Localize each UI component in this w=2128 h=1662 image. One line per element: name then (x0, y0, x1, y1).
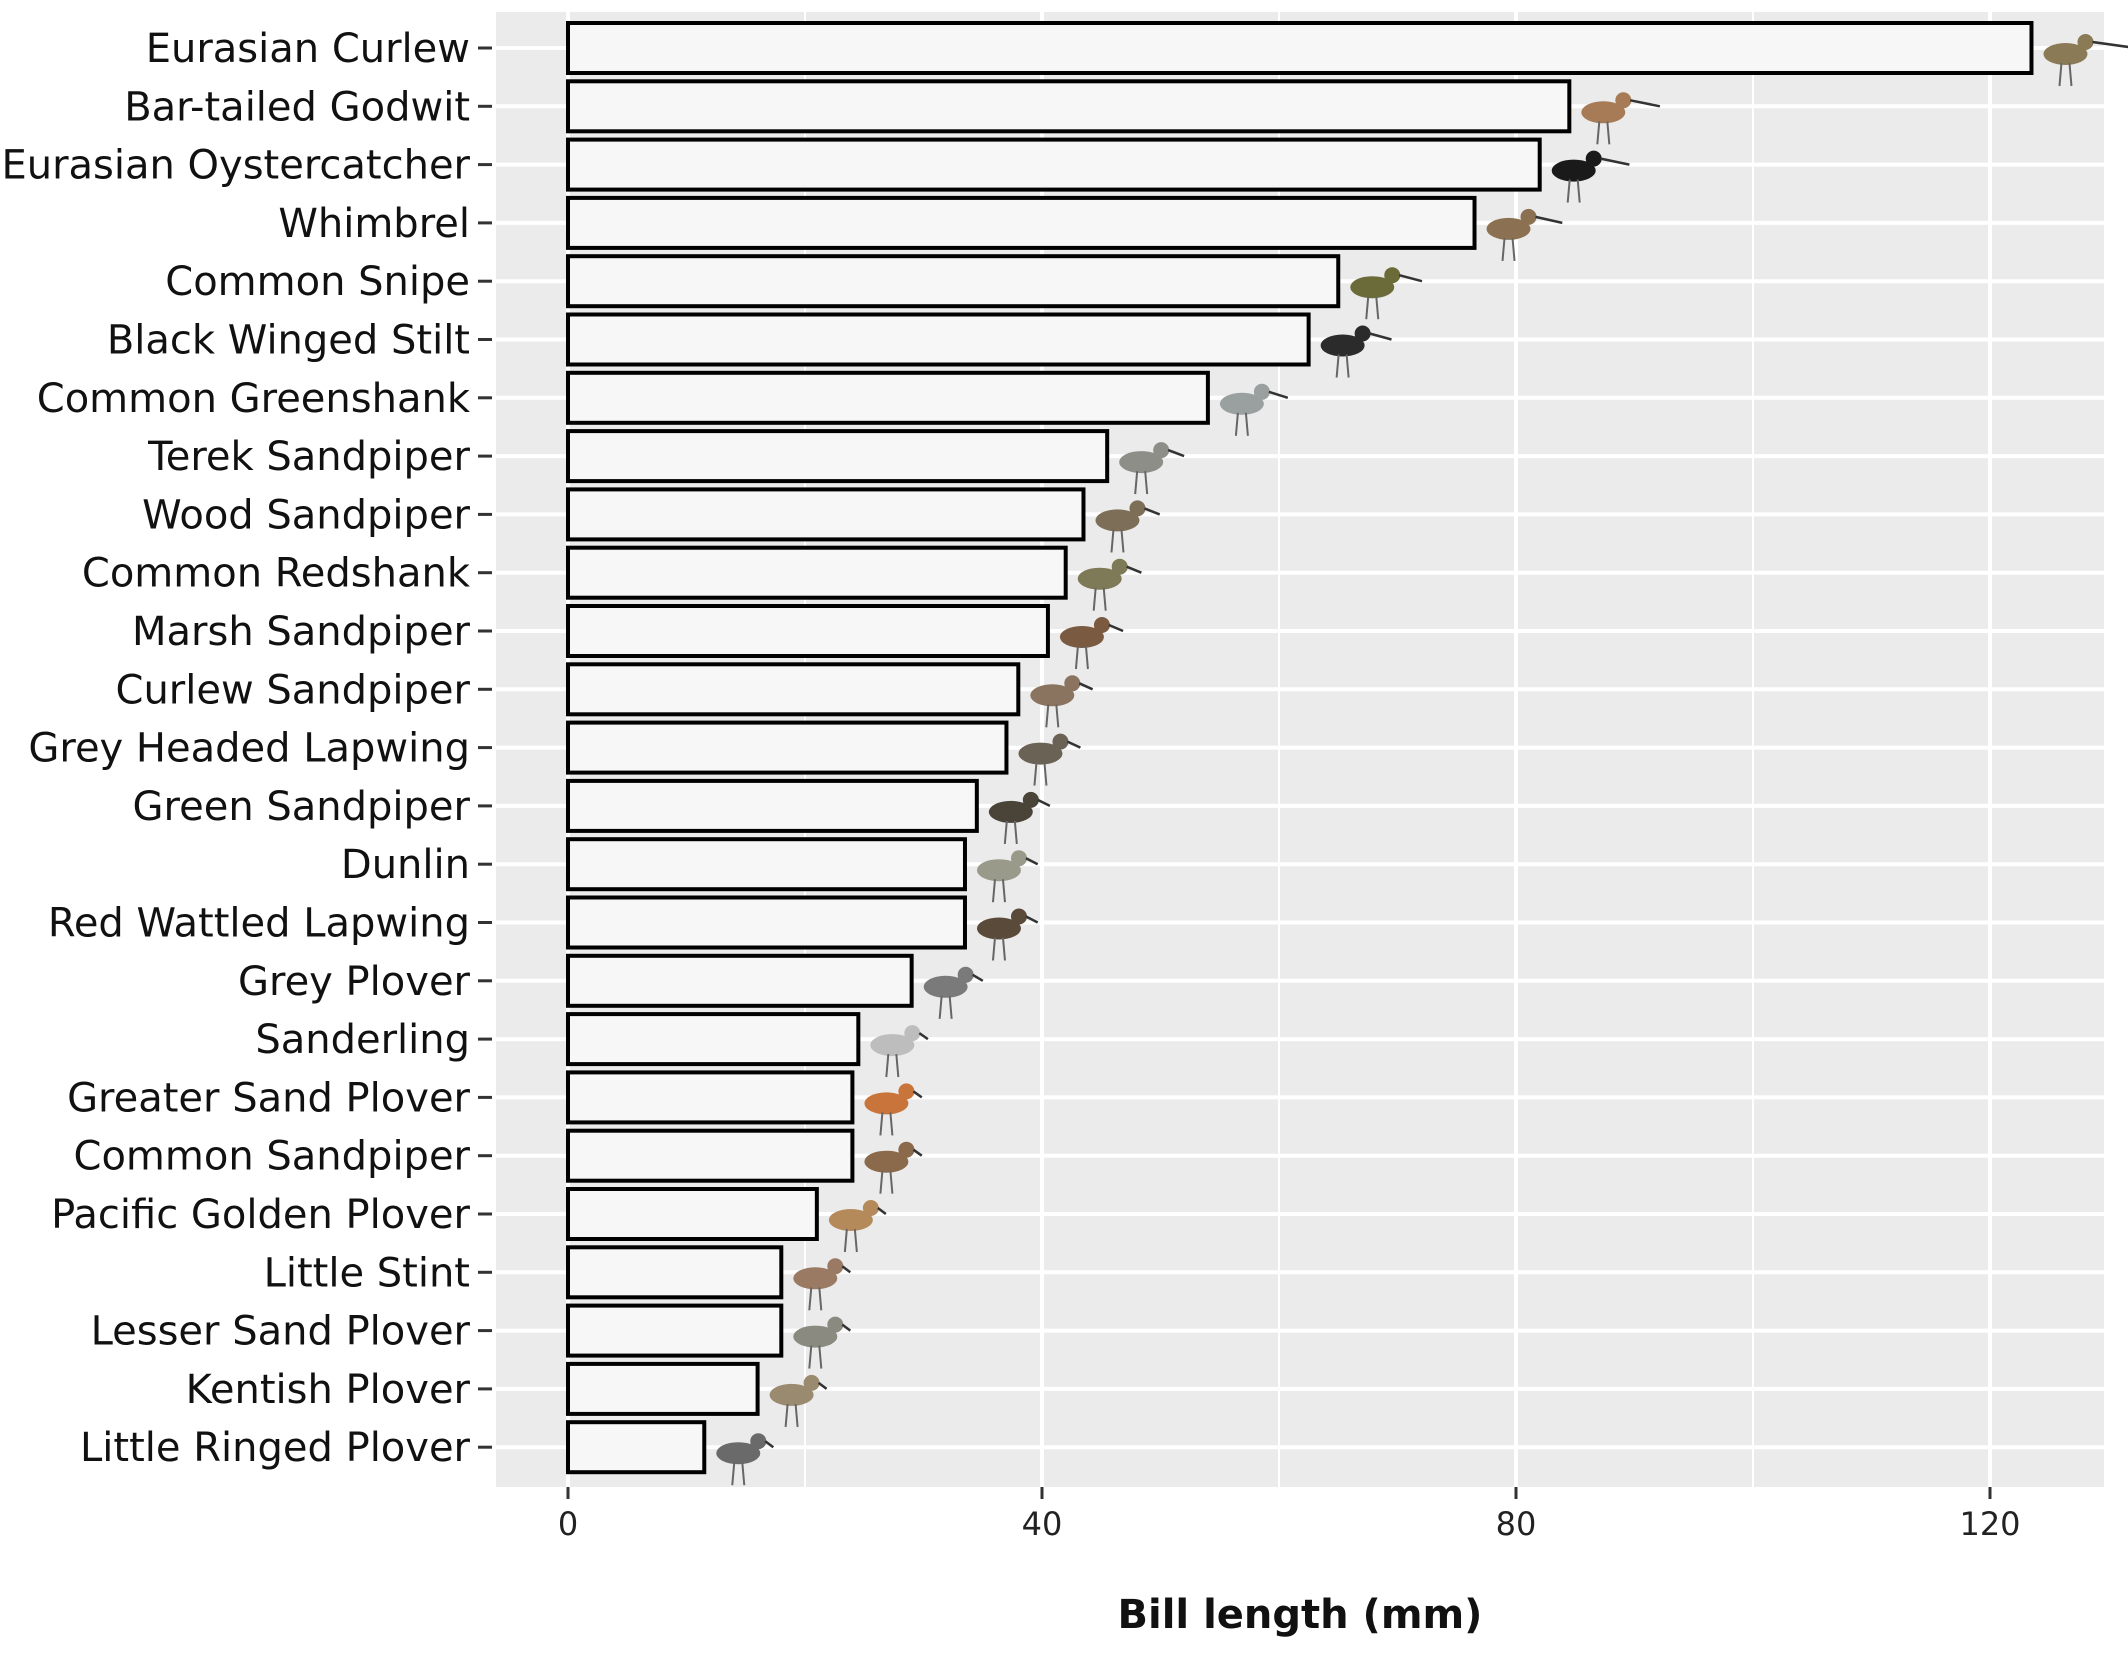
category-label: Common Snipe (165, 259, 470, 305)
bar (566, 79, 1572, 134)
bird-icon (1077, 558, 1142, 611)
bird-icon (1350, 267, 1423, 320)
category-label: Common Greenshank (37, 376, 471, 422)
category-label: Terek Sandpiper (147, 434, 470, 480)
bar (566, 837, 967, 892)
bird-icon (1551, 150, 1630, 203)
category-label: Common Sandpiper (74, 1134, 471, 1180)
bird-icon (988, 791, 1051, 844)
x-tick-label: 120 (1959, 1505, 2020, 1543)
bird-icon (1018, 733, 1081, 786)
category-label: Black Winged Stilt (107, 318, 470, 364)
bar (566, 1420, 707, 1475)
category-label: Eurasian Curlew (146, 26, 470, 72)
category-label: Little Ringed Plover (80, 1425, 471, 1471)
bar (566, 720, 1009, 775)
bird-illustrations (716, 34, 2128, 1486)
bird-icon (1059, 617, 1124, 670)
bird-icon (870, 1025, 929, 1078)
bar (566, 1245, 784, 1300)
bird-icon (1095, 500, 1161, 553)
bar (566, 1070, 855, 1125)
bird-icon (1320, 325, 1392, 378)
bird-icon (828, 1200, 887, 1253)
bar (566, 487, 1086, 542)
bar (566, 1128, 855, 1183)
bar (566, 429, 1110, 484)
category-label: Sanderling (255, 1017, 470, 1063)
category-label: Red Wattled Lapwing (48, 901, 470, 947)
x-axis-title: Bill length (mm) (1118, 1592, 1483, 1638)
x-tick-label: 0 (558, 1505, 578, 1543)
category-label: Curlew Sandpiper (116, 667, 471, 713)
bar (566, 195, 1477, 250)
category-label: Pacific Golden Plover (51, 1192, 470, 1238)
bar (566, 370, 1210, 425)
category-label: Bar-tailed Godwit (124, 84, 470, 130)
bar (566, 953, 914, 1008)
bar (566, 895, 967, 950)
category-label: Eurasian Oystercatcher (1, 143, 470, 189)
category-label: Lesser Sand Plover (91, 1309, 471, 1355)
category-label: Little Stint (264, 1250, 470, 1296)
bar (566, 254, 1341, 309)
bar (566, 137, 1542, 192)
x-axis-ticks: 0 40 80 120 (558, 1487, 2021, 1543)
bar (566, 1361, 760, 1416)
category-label: Dunlin (341, 842, 470, 888)
bird-icon (923, 966, 984, 1019)
bar (566, 1187, 819, 1241)
x-tick-label: 40 (1022, 1505, 1063, 1543)
category-label: Whimbrel (278, 201, 470, 247)
bird-icon (793, 1258, 852, 1311)
category-label: Grey Headed Lapwing (28, 726, 470, 772)
bird-icon (793, 1316, 852, 1369)
category-label: Green Sandpiper (133, 784, 471, 830)
bird-icon (1486, 208, 1563, 261)
bar (566, 545, 1068, 600)
bars (566, 21, 2034, 1475)
x-tick-label: 80 (1496, 1505, 1537, 1543)
category-label: Common Redshank (82, 551, 471, 597)
category-label: Grey Plover (238, 959, 471, 1005)
bar (566, 21, 2034, 75)
bird-icon (1581, 92, 1661, 145)
bar (566, 1012, 861, 1067)
bird-icon (976, 850, 1039, 903)
bird-icon (2043, 34, 2128, 87)
bird-icon (976, 908, 1039, 961)
category-label: Greater Sand Plover (67, 1075, 470, 1121)
bird-icon (1030, 675, 1094, 728)
bar (566, 604, 1050, 658)
bar (566, 662, 1021, 717)
bird-icon (864, 1141, 923, 1194)
bar (566, 778, 979, 833)
bird-icon (864, 1083, 923, 1136)
bar (566, 1303, 784, 1358)
category-label: Marsh Sandpiper (132, 609, 471, 655)
category-label: Wood Sandpiper (142, 492, 470, 538)
bird-icon (716, 1433, 775, 1486)
bird-icon (769, 1374, 828, 1427)
bird-icon (1119, 442, 1185, 495)
bird-icon (1219, 383, 1289, 436)
bar (566, 312, 1311, 367)
category-label: Kentish Plover (186, 1367, 471, 1413)
category-labels: Eurasian Curlew Bar-tailed Godwit Eurasian… (1, 26, 492, 1471)
